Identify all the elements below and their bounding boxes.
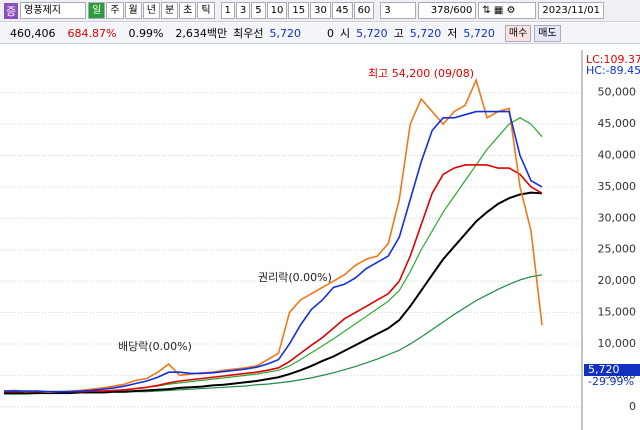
minute-tab[interactable]: 10 (266, 2, 288, 19)
count-select[interactable]: 3 (380, 2, 417, 19)
period-tab[interactable]: 년 (142, 2, 160, 19)
period-tab[interactable]: 월 (124, 2, 142, 19)
high: 5,720 (409, 26, 442, 40)
high-note: 최고 54,200 (09/08) (368, 67, 474, 80)
stock-name[interactable]: 영풍제지 (20, 2, 87, 19)
period-tab[interactable]: 틱 (197, 2, 215, 19)
minute-tab[interactable]: 30 (310, 2, 331, 19)
series-line (4, 110, 543, 393)
y-tick-label: 15,000 (598, 306, 637, 319)
y-tick-label: 25,000 (598, 243, 637, 256)
series-line (4, 274, 543, 395)
price-label: 5,720 (588, 363, 620, 376)
minute-tab[interactable]: 45 (331, 2, 353, 19)
period-tab[interactable]: 분 (160, 2, 179, 19)
change-label: -29.99% (588, 375, 634, 388)
series-line (4, 117, 543, 393)
minute-tab[interactable]: 1 (220, 2, 235, 19)
y-tick-label: 35,000 (598, 180, 637, 193)
series-line (4, 164, 543, 393)
series-line (3, 77, 543, 394)
turnover: 684.87% (67, 26, 117, 40)
minute-tab[interactable]: 5 (251, 2, 266, 19)
count[interactable]: 378/600 (418, 2, 477, 19)
high-label: 고 (393, 27, 404, 40)
y-tick-label: 10,000 (598, 337, 637, 350)
minute-tab[interactable]: 60 (353, 2, 375, 19)
period-tab[interactable]: 초 (179, 2, 197, 19)
low: 5,720 (463, 26, 495, 40)
y-tick-label: 45,000 (598, 117, 637, 130)
y-tick-label: 0 (629, 400, 636, 413)
series-line (4, 191, 543, 394)
dividend-note: 배당락(0.00%) (118, 340, 192, 353)
period-tab[interactable]: 주 (106, 2, 124, 19)
chart: LC:109.37 HC:-89.45 05,00010,00015,00020… (0, 50, 640, 430)
amount: 2,634백만 (175, 27, 228, 40)
period-tab[interactable]: 일 (88, 2, 106, 19)
y-tick-label: 50,000 (598, 86, 637, 99)
minutes: 1 3 5 10 15 30 45 60 (220, 2, 375, 19)
sell-button[interactable]: 매도 (534, 24, 561, 42)
rights-note: 권리락(0.00%) (258, 271, 332, 284)
low-label: 저 (447, 27, 458, 40)
y-tick-label: 20,000 (598, 274, 637, 287)
y-tick-label: 30,000 (598, 211, 637, 224)
best-price: 5,720 (269, 26, 302, 40)
open-label: 시 (340, 27, 351, 40)
lc-label: LC:109.37 (586, 53, 640, 66)
icons[interactable]: ⇅ ▦ ⚙ (478, 2, 537, 19)
minute-tab[interactable]: 15 (288, 2, 310, 19)
best-qty: 0 (327, 26, 335, 40)
open: 5,720 (356, 26, 388, 40)
info-bar: 460,406 684.87% 0.99% 2,634백만 최우선 5,720 … (0, 23, 640, 44)
hc-label: HC:-89.45 (586, 64, 640, 77)
badge: 증 (4, 2, 19, 19)
price-box (584, 364, 640, 376)
best-label: 최우선 (233, 27, 264, 40)
ratio: 0.99% (128, 26, 164, 40)
buy-button[interactable]: 매수 (504, 24, 532, 42)
y-tick-label: 40,000 (598, 149, 637, 162)
date[interactable]: 2023/11/01 (538, 2, 604, 19)
volume: 460,406 (10, 26, 56, 40)
minute-tab[interactable]: 3 (235, 2, 251, 19)
